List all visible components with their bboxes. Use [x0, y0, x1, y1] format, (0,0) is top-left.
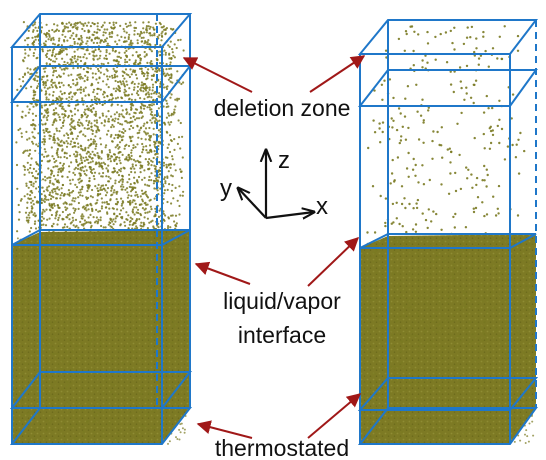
label-thermostated: thermostated	[215, 435, 349, 460]
right-simulation-box	[360, 20, 536, 445]
y-axis-arrow	[238, 188, 266, 218]
arrow-deletion-right	[310, 56, 364, 92]
label-interface-line1: liquid/vapor	[223, 288, 341, 314]
arrow-interface-right	[308, 238, 358, 286]
left-simulation-box	[12, 14, 190, 445]
z-axis-label: z	[278, 147, 290, 174]
x-axis-arrow	[266, 212, 314, 218]
arrow-interface-left	[196, 264, 250, 284]
label-interface-line2: interface	[238, 322, 326, 348]
label-deletion-zone: deletion zone	[214, 95, 351, 121]
arrow-thermostat-right	[308, 394, 360, 438]
arrow-deletion-left	[184, 58, 252, 92]
coordinate-axes	[238, 150, 314, 218]
x-axis-label: x	[316, 193, 328, 220]
right-vapor-particles	[366, 25, 525, 235]
y-axis-label: y	[220, 175, 232, 202]
